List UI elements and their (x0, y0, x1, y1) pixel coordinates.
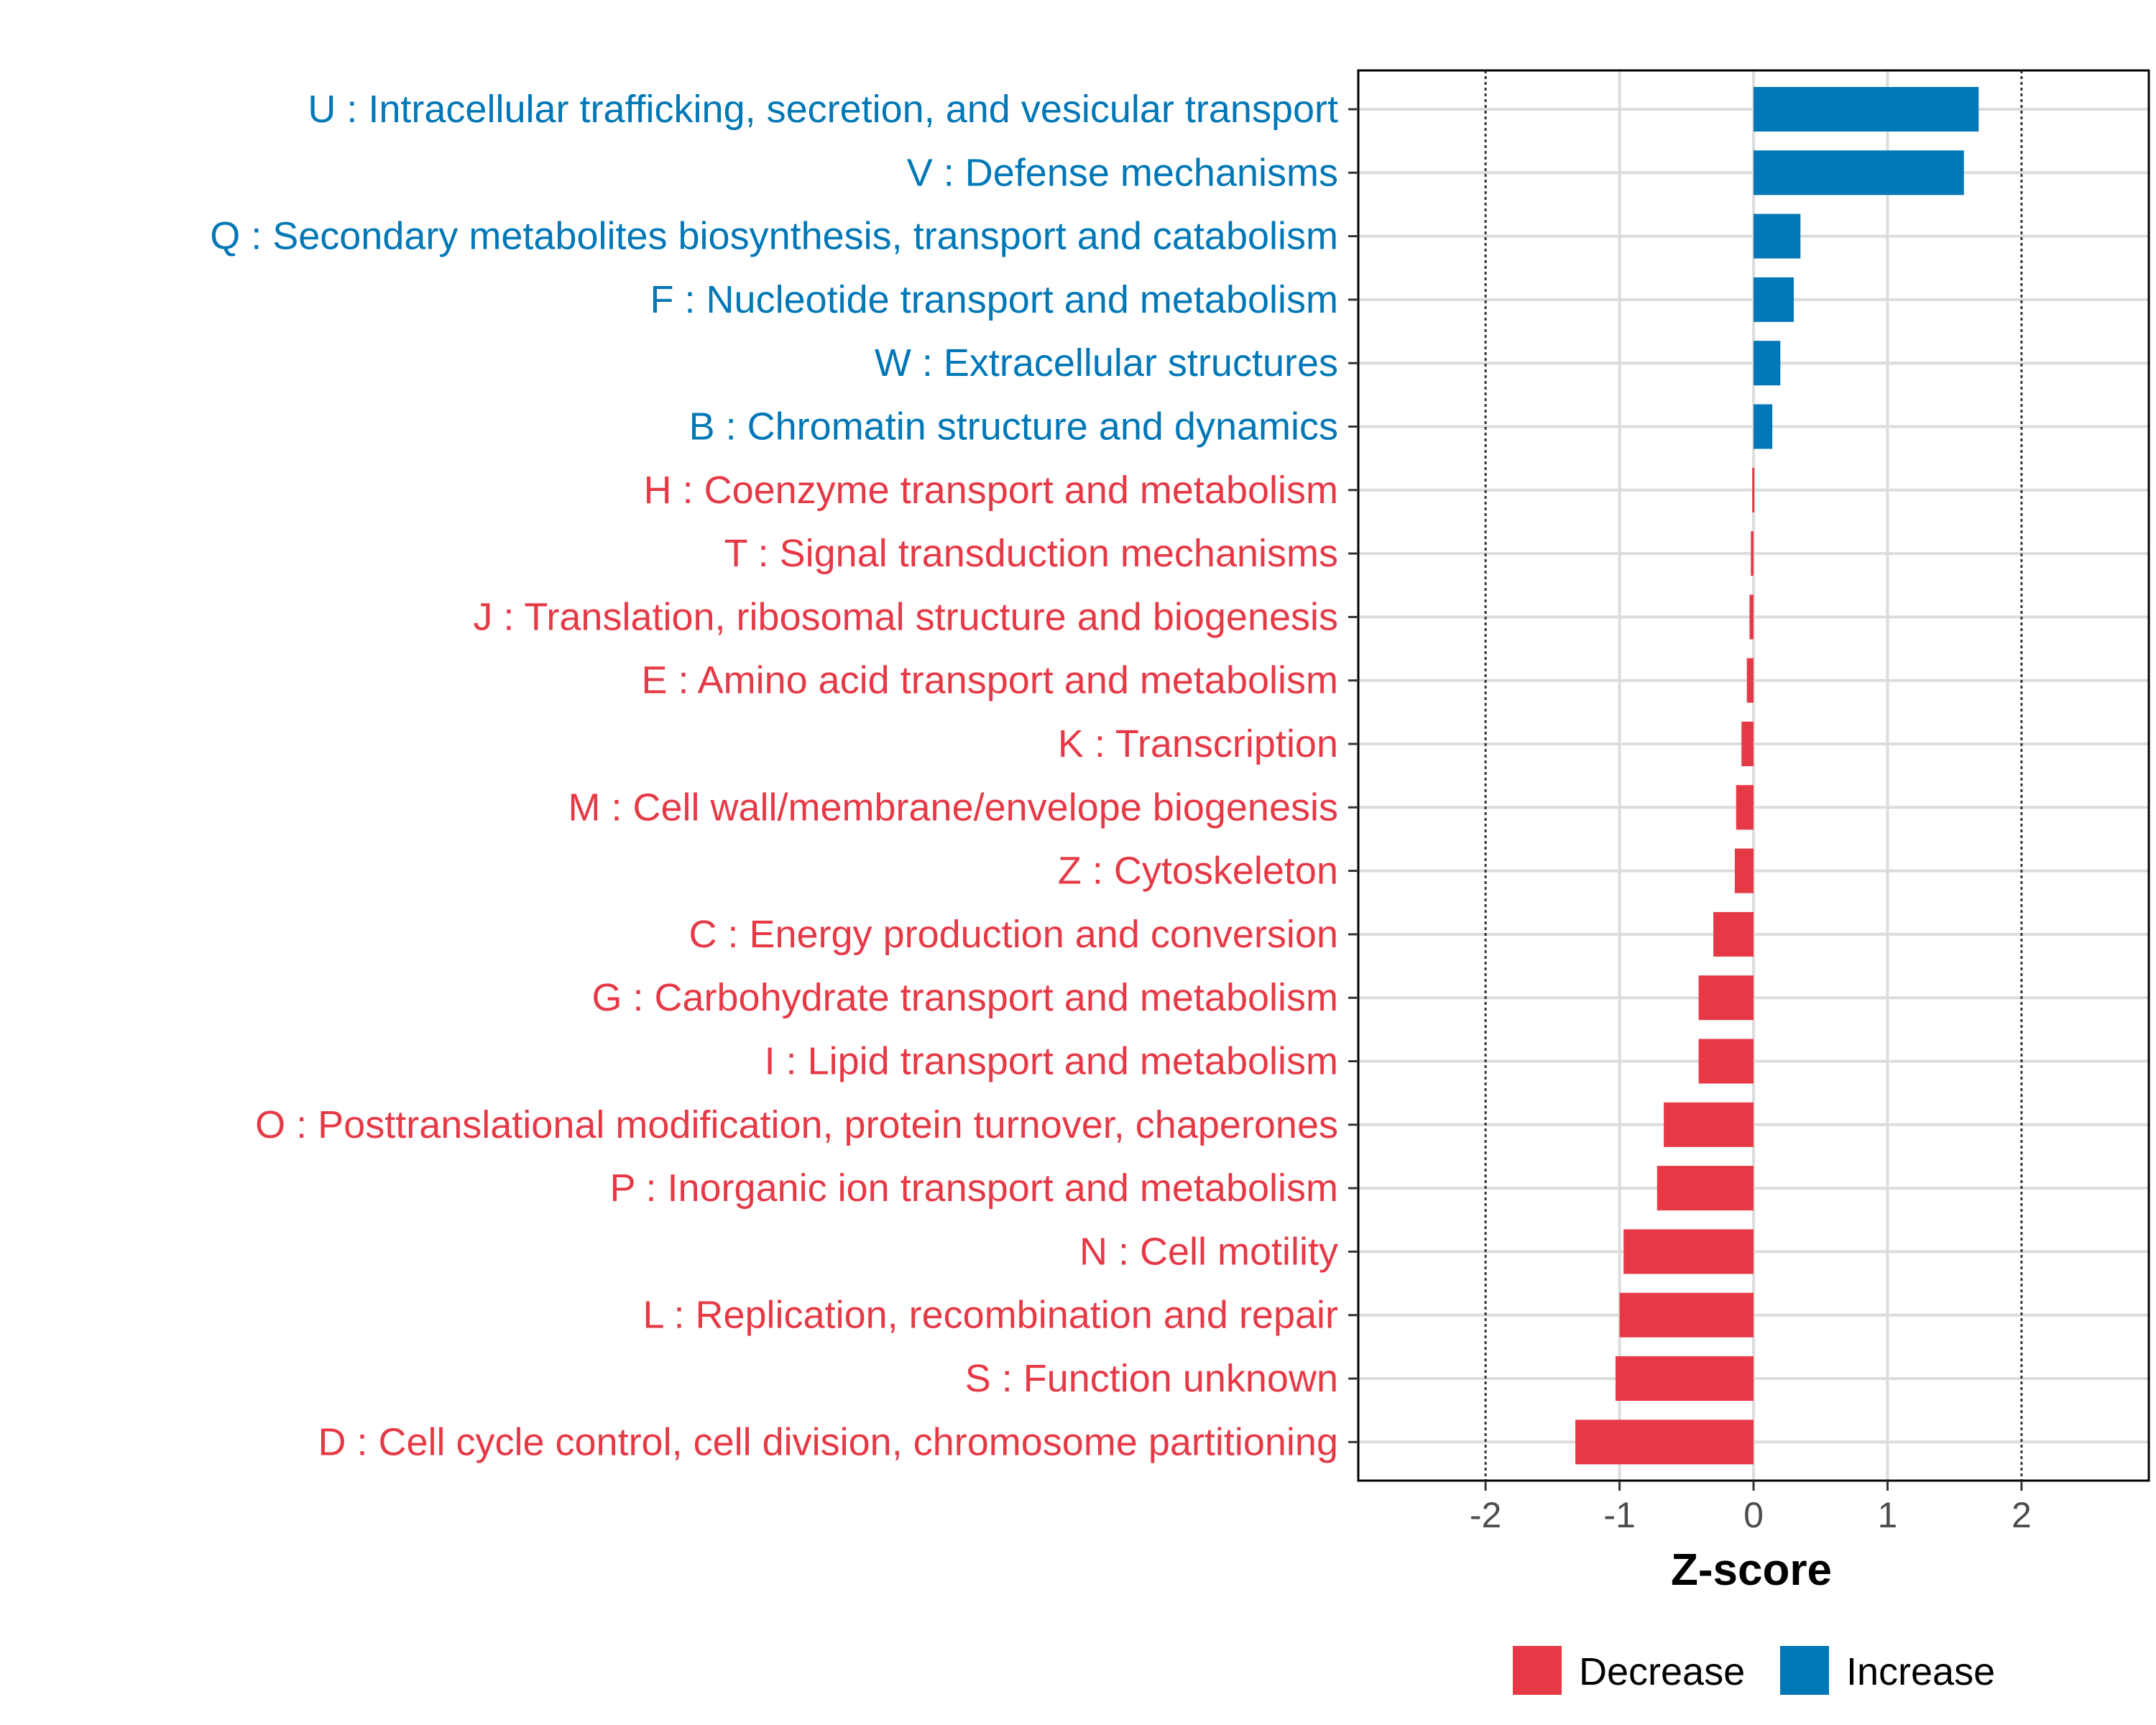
x-tick-label: 0 (1743, 1495, 1764, 1535)
bar (1713, 911, 1754, 957)
bar (1657, 1166, 1754, 1211)
category-label: S : Function unknown (965, 1357, 1338, 1400)
bar (1736, 785, 1754, 830)
category-labels: U : Intracellular trafficking, secretion… (210, 88, 1358, 1463)
bar (1752, 467, 1755, 512)
bar (1754, 213, 1801, 259)
legend-swatch-decrease (1513, 1646, 1562, 1695)
category-label: C : Energy production and conversion (688, 913, 1338, 956)
legend-label-decrease: Decrease (1579, 1650, 1745, 1693)
bar (1749, 594, 1754, 640)
bar (1664, 1102, 1754, 1147)
category-label: V : Defense mechanisms (907, 151, 1338, 194)
category-label: H : Coenzyme transport and metabolism (644, 469, 1338, 512)
bar (1734, 848, 1754, 893)
category-label: F : Nucleotide transport and metabolism (650, 278, 1338, 321)
category-label: I : Lipid transport and metabolism (765, 1040, 1338, 1083)
category-label: L : Replication, recombination and repai… (642, 1294, 1338, 1337)
x-tick-label: 1 (1878, 1495, 1898, 1535)
x-axis-title: Z-score (1671, 1545, 1832, 1595)
x-tick-label: -2 (1470, 1495, 1501, 1535)
bar (1754, 341, 1781, 386)
category-label: K : Transcription (1058, 722, 1338, 765)
legend: Decrease Increase (1513, 1646, 1995, 1695)
category-label: Z : Cytoskeleton (1058, 850, 1338, 893)
category-label: N : Cell motility (1079, 1230, 1338, 1273)
category-label: P : Inorganic ion transport and metaboli… (609, 1167, 1338, 1210)
bar (1746, 658, 1754, 703)
category-label: E : Amino acid transport and metabolism (642, 659, 1338, 702)
x-tick-label: 2 (2012, 1495, 2032, 1535)
bar (1754, 277, 1794, 322)
category-label: O : Posttranslational modification, prot… (255, 1103, 1338, 1146)
category-label: J : Translation, ribosomal structure and… (473, 595, 1338, 638)
bar (1698, 1039, 1754, 1084)
bar (1698, 975, 1754, 1021)
category-label: B : Chromatin structure and dynamics (689, 405, 1338, 448)
category-label: W : Extracellular structures (875, 341, 1338, 385)
category-label: M : Cell wall/membrane/envelope biogenes… (568, 786, 1338, 829)
legend-label-increase: Increase (1846, 1650, 1995, 1693)
category-label: Q : Secondary metabolites biosynthesis, … (210, 215, 1338, 258)
bar (1575, 1420, 1754, 1465)
category-label: G : Carbohydrate transport and metabolis… (592, 976, 1339, 1019)
category-label: D : Cell cycle control, cell division, c… (318, 1420, 1338, 1463)
bar (1754, 150, 1964, 196)
bar (1619, 1292, 1754, 1338)
bar (1754, 404, 1773, 449)
category-label: U : Intracellular trafficking, secretion… (308, 88, 1338, 131)
bar (1623, 1229, 1754, 1274)
x-tick-label: -1 (1603, 1495, 1635, 1535)
bar (1615, 1356, 1754, 1401)
bar (1741, 722, 1754, 766)
x-axis-ticks: -2 -1 0 1 2 (1470, 1481, 2032, 1535)
bar (1751, 531, 1754, 576)
legend-swatch-increase (1780, 1646, 1829, 1695)
category-label: T : Signal transduction mechanisms (724, 532, 1338, 575)
bars (1575, 87, 1979, 1465)
bar (1754, 87, 1979, 132)
